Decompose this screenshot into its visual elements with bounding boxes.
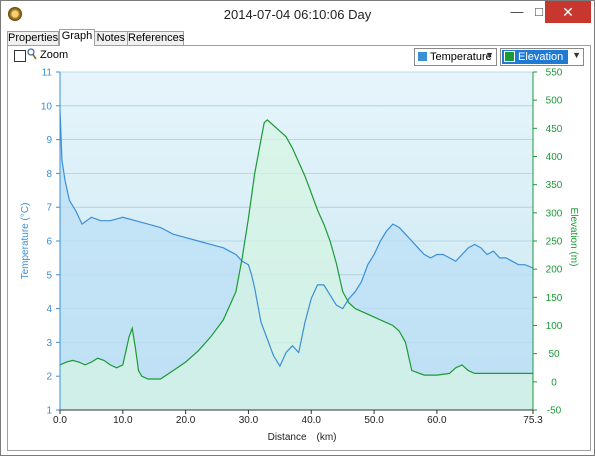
right-tick-label: 500: [546, 96, 563, 107]
right-tick-label: 200: [546, 265, 563, 276]
temperature-series-select[interactable]: Temperature ▼: [414, 48, 497, 66]
x-tick-label: 30.0: [239, 415, 259, 426]
x-tick-label: 0.0: [53, 415, 67, 426]
x-axis-label: Distance: [268, 432, 307, 443]
left-tick-label: 10: [41, 101, 53, 112]
left-axis-label: Temperature (°C): [20, 203, 31, 280]
elevation-line[interactable]: [59, 119, 533, 380]
elevation-select-highlight: [502, 50, 568, 64]
elevation-area: [60, 119, 533, 411]
right-axis-label: Elevation (m): [568, 208, 579, 267]
x-tick-label: 20.0: [176, 415, 196, 426]
zoom-checkbox[interactable]: [14, 50, 26, 62]
minimize-button[interactable]: —: [510, 4, 524, 19]
elevation-swatch: [504, 51, 515, 62]
right-tick-label: 0: [551, 377, 557, 388]
temperature-line[interactable]: [59, 109, 534, 368]
compass-icon: [8, 7, 22, 21]
window-title: 2014-07-04 06:10:06 Day: [223, 7, 372, 22]
x-tick-label: 10.0: [113, 415, 133, 426]
left-tick-label: 1: [46, 406, 52, 417]
tab-strip: Properties Graph Notes References: [7, 29, 591, 46]
temperature-area: [60, 109, 533, 410]
elevation-select-value: Elevation: [518, 51, 564, 63]
elevation-series-select[interactable]: Elevation ▼: [500, 48, 584, 66]
right-tick-label: 50: [548, 349, 560, 360]
x-tick-label: 40.0: [302, 415, 322, 426]
maximize-button[interactable]: □: [535, 4, 543, 19]
close-button[interactable]: ✕: [545, 1, 591, 23]
left-tick-label: 5: [46, 270, 52, 281]
right-tick-label: 100: [546, 321, 563, 332]
chevron-down-icon: ▼: [485, 50, 494, 60]
temperature-select-value: Temperature: [430, 51, 492, 63]
title-bar[interactable]: 2014-07-04 06:10:06 Day — □ ✕: [1, 1, 594, 29]
tab-references[interactable]: References: [127, 31, 185, 46]
left-tick-label: 4: [46, 304, 52, 315]
left-tick-label: 2: [46, 372, 52, 383]
tab-graph[interactable]: Graph: [59, 29, 95, 46]
left-tick-label: 6: [46, 237, 52, 248]
x-tick-label: 60.0: [427, 415, 447, 426]
x-tick-label: 50.0: [364, 415, 384, 426]
left-tick-label: 3: [46, 338, 52, 349]
x-axis-unit: (km): [317, 432, 337, 443]
chevron-down-icon: ▼: [572, 50, 581, 60]
left-tick-label: 11: [42, 68, 53, 79]
zoom-label: Zoom: [40, 49, 69, 61]
temperature-swatch: [418, 52, 427, 61]
right-tick-label: 400: [546, 152, 563, 163]
x-tick-label: 75.3: [523, 415, 543, 426]
left-tick-label: 8: [46, 169, 52, 180]
right-tick-label: -50: [547, 406, 562, 417]
left-tick-label: 9: [46, 135, 52, 146]
magnifier-icon: [27, 48, 37, 60]
right-tick-label: 300: [546, 208, 563, 219]
right-tick-label: 150: [546, 293, 563, 304]
right-tick-label: 350: [546, 180, 563, 191]
right-tick-label: 550: [546, 68, 563, 79]
right-tick-label: 250: [546, 237, 563, 248]
left-tick-label: 7: [46, 203, 52, 214]
right-tick-label: 450: [546, 124, 563, 135]
tab-properties[interactable]: Properties: [7, 31, 59, 46]
